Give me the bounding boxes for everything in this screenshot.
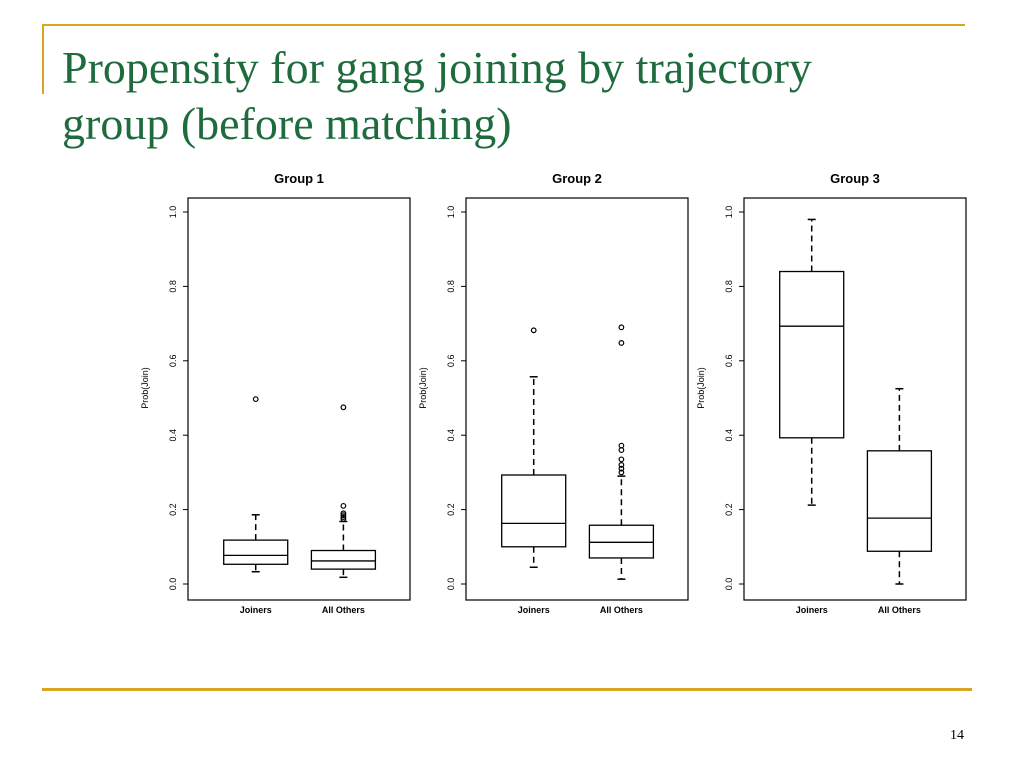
y-tick-label: 0.6 xyxy=(168,355,178,368)
outlier-point xyxy=(340,502,347,509)
frame-left-rule xyxy=(42,24,44,94)
y-tick-label: 1.0 xyxy=(168,206,178,219)
y-tick-label: 0.6 xyxy=(446,355,456,368)
outlier-point xyxy=(340,512,347,519)
outlier-point xyxy=(618,340,625,346)
y-tick-label: 0.0 xyxy=(724,578,734,591)
y-tick-label: 0.4 xyxy=(168,429,178,442)
box-iqr xyxy=(310,549,377,570)
page-number: 14 xyxy=(950,728,964,743)
y-axis-label: Prob(Join) xyxy=(696,367,706,409)
outlier-point xyxy=(340,404,347,411)
y-tick-label: 0.0 xyxy=(168,578,178,591)
box-iqr xyxy=(501,474,567,548)
category-label: Joiners xyxy=(518,605,550,615)
outlier-point xyxy=(618,442,625,449)
plot-frame xyxy=(465,197,689,601)
outlier-point xyxy=(618,469,625,476)
y-tick-label: 0.8 xyxy=(168,280,178,293)
plot-frame xyxy=(187,197,411,601)
category-label: All Others xyxy=(878,605,921,615)
outlier-point xyxy=(618,456,625,463)
boxplot-group-1: Group 1 0.0 0.2 0.4 0.6 0.8 1.0 Prob(Join) Joine… xyxy=(140,166,412,626)
outlier-point xyxy=(618,324,625,331)
plot-title: Group 2 xyxy=(552,171,602,186)
y-tick-label: 0.2 xyxy=(168,503,178,516)
box-iqr xyxy=(223,539,289,565)
y-tick-label: 0.8 xyxy=(446,280,456,293)
y-tick-label: 0.2 xyxy=(724,503,734,516)
boxplot-group-2: Group 2 0.0 0.2 0.4 0.6 0.8 1.0 Prob(Join) Joine… xyxy=(418,166,690,626)
box-iqr xyxy=(779,270,845,439)
plot-title: Group 1 xyxy=(274,171,324,186)
footer-rule xyxy=(42,688,972,691)
category-label: Joiners xyxy=(240,605,272,615)
y-tick-label: 1.0 xyxy=(446,206,456,219)
outlier-point xyxy=(618,465,625,472)
slide-title-line-2: group (before matching) xyxy=(62,98,512,149)
boxplot-group-3-svg: Group 3 0.0 0.2 0.4 0.6 0.8 1.0 Prob(Join) Joine… xyxy=(696,171,967,615)
y-axis-label: Prob(Join) xyxy=(418,367,428,409)
outlier-point xyxy=(618,462,625,468)
boxplot-group-2-svg: Group 2 0.0 0.2 0.4 0.6 0.8 1.0 Prob(Join) Joine… xyxy=(418,171,689,615)
outlier-point xyxy=(340,516,347,522)
y-tick-label: 1.0 xyxy=(724,206,734,219)
outlier-point xyxy=(340,510,347,517)
box-iqr xyxy=(588,524,655,559)
y-tick-label: 0.4 xyxy=(724,429,734,442)
y-axis-label: Prob(Join) xyxy=(140,367,150,409)
y-tick-label: 0.8 xyxy=(724,280,734,293)
frame-top-rule xyxy=(42,24,965,26)
outlier-point xyxy=(252,396,259,403)
y-tick-label: 0.6 xyxy=(724,355,734,368)
outlier-point xyxy=(340,514,347,520)
boxplot-group-3: Group 3 0.0 0.2 0.4 0.6 0.8 1.0 Prob(Join) Joine… xyxy=(696,166,968,626)
plot-frame xyxy=(743,197,967,601)
outlier-point xyxy=(530,327,537,334)
boxplot-group-1-svg: Group 1 0.0 0.2 0.4 0.6 0.8 1.0 Prob(Join) Joine… xyxy=(140,171,411,615)
plot-title: Group 3 xyxy=(830,171,880,186)
box-iqr xyxy=(866,450,933,552)
y-tick-label: 0.4 xyxy=(446,429,456,442)
slide-title-line-1: Propensity for gang joining by trajector… xyxy=(62,42,812,93)
category-label: All Others xyxy=(600,605,643,615)
category-label: All Others xyxy=(322,605,365,615)
slide-title: Propensity for gang joining by trajector… xyxy=(62,40,962,152)
y-tick-label: 0.2 xyxy=(446,503,456,516)
category-label: Joiners xyxy=(796,605,828,615)
y-tick-label: 0.0 xyxy=(446,578,456,591)
